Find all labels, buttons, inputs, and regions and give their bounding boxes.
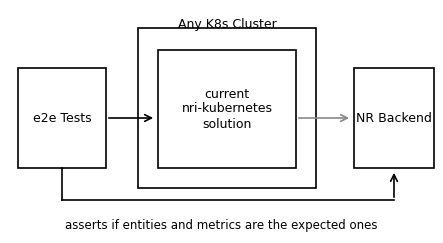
Text: current
nri-kubernetes
solution: current nri-kubernetes solution [182,87,272,130]
Bar [138,28,316,188]
Text: Any K8s Cluster: Any K8s Cluster [178,18,276,31]
Text: NR Backend: NR Backend [356,112,432,124]
Bar [158,50,296,168]
Bar [18,68,106,168]
Text: e2e Tests: e2e Tests [33,112,91,124]
Text: asserts if entities and metrics are the expected ones: asserts if entities and metrics are the … [65,218,377,232]
Bar [354,68,434,168]
